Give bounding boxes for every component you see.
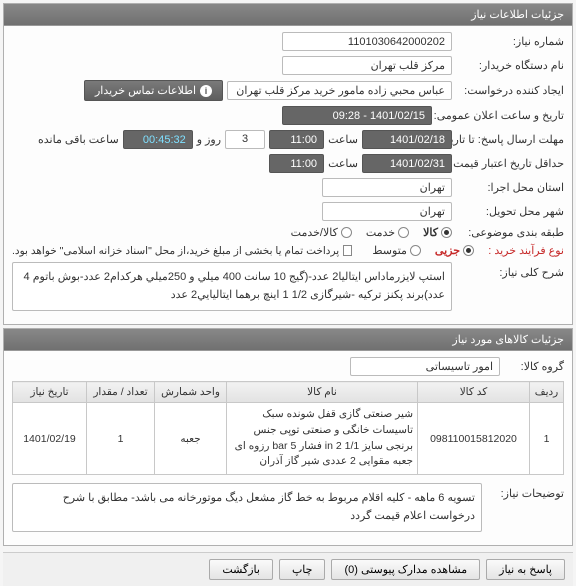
payment-checkbox[interactable] [343, 245, 352, 256]
radio-dot-icon [463, 245, 474, 256]
cell-qty: 1 [87, 403, 155, 475]
table-header-row: ردیف کد کالا نام کالا واحد شمارش تعداد /… [13, 382, 564, 403]
label-exec-province: استان محل اجرا: [456, 181, 564, 194]
need-info-header: جزئیات اطلاعات نیاز [4, 4, 572, 26]
value-deadline-time: 11:00 [269, 130, 324, 149]
value-overall-desc: استپ لايزرماداس ايتاليا2 عدد-(گيج 10 سان… [12, 262, 452, 311]
cell-code: 098110015812020 [418, 403, 530, 475]
value-credit-time: 11:00 [269, 154, 324, 173]
respond-button[interactable]: پاسخ به نیاز [486, 559, 565, 580]
label-rooz: روز و [197, 133, 221, 146]
label-need-no: شماره نیاز: [456, 35, 564, 48]
category-radio-group: کالا خدمت کالا/خدمت [291, 226, 452, 239]
radio-dot-icon [398, 227, 409, 238]
value-group: امور تاسیساتی [350, 357, 500, 376]
label-saat-1: ساعت [328, 133, 358, 146]
label-buy-type: نوع فرآیند خرید : [478, 244, 564, 257]
value-need-no: 1101030642000202 [282, 32, 452, 51]
radio-goods[interactable]: کالا [423, 226, 452, 239]
print-button[interactable]: چاپ [279, 559, 326, 580]
footer-bar: پاسخ به نیاز مشاهده مدارک پیوستی (0) چاپ… [3, 552, 573, 586]
label-delivery-city: شهر محل تحویل: [456, 205, 564, 218]
radio-mid[interactable]: متوسط [372, 244, 421, 257]
label-group: گروه کالا: [504, 360, 564, 373]
radio-dot-icon [341, 227, 352, 238]
col-need-date: تاریخ نیاز [13, 382, 87, 403]
col-row: ردیف [530, 382, 564, 403]
label-remain: ساعت باقی مانده [38, 133, 119, 146]
radio-low-label: جزیی [435, 244, 460, 257]
col-qty: تعداد / مقدار [87, 382, 155, 403]
table-row[interactable]: 1 098110015812020 شیر صنعتی گازی قفل شون… [13, 403, 564, 475]
cell-need-date: 1401/02/19 [13, 403, 87, 475]
radio-low[interactable]: جزیی [435, 244, 474, 257]
value-deadline-days: 3 [225, 130, 265, 149]
value-requester: عباس محبي زاده مامور خريد مركز قلب تهران [227, 81, 452, 100]
value-exec-province: تهران [322, 178, 452, 197]
cell-unit: جعبه [155, 403, 227, 475]
radio-goods-service[interactable]: کالا/خدمت [291, 226, 352, 239]
label-overall-desc: شرح کلی نیاز: [456, 262, 564, 279]
label-credit-end: حداقل تاریخ اعتبار قیمت تا تاریخ: [456, 157, 564, 170]
buy-type-radio-group: جزیی متوسط [372, 244, 474, 257]
col-name: نام کالا [227, 382, 418, 403]
items-table: ردیف کد کالا نام کالا واحد شمارش تعداد /… [12, 381, 564, 475]
label-buyer-org: نام دستگاه خریدار: [456, 59, 564, 72]
radio-service[interactable]: خدمت [366, 226, 409, 239]
radio-service-label: خدمت [366, 226, 395, 239]
label-requester: ایجاد کننده درخواست: [456, 84, 564, 97]
radio-dot-icon [441, 227, 452, 238]
value-deadline-timer: 00:45:32 [123, 130, 193, 149]
needed-items-panel: جزئیات کالاهای مورد نیاز گروه کالا: امور… [3, 328, 573, 546]
col-unit: واحد شمارش [155, 382, 227, 403]
value-buyer-org: مرکز قلب تهران [282, 56, 452, 75]
radio-mid-label: متوسط [372, 244, 407, 257]
contact-buyer-button[interactable]: i اطلاعات تماس خریدار [84, 80, 223, 101]
payment-note: پرداخت تمام یا بخشی از مبلغ خرید،از محل … [12, 245, 339, 257]
label-category: طبقه بندی موضوعی: [456, 226, 564, 239]
value-delivery-city: تهران [322, 202, 452, 221]
radio-dot-icon [410, 245, 421, 256]
radio-goods-service-label: کالا/خدمت [291, 226, 338, 239]
attachments-button[interactable]: مشاهده مدارک پیوستی (0) [331, 559, 480, 580]
label-deadline: مهلت ارسال پاسخ: تا تاریخ: [456, 133, 564, 146]
value-announce-date: 1401/02/15 - 09:28 [282, 106, 432, 125]
contact-buyer-label: اطلاعات تماس خریدار [95, 84, 196, 97]
label-announce-date: تاریخ و ساعت اعلان عمومی: [436, 109, 564, 122]
col-code: کد کالا [418, 382, 530, 403]
cell-idx: 1 [530, 403, 564, 475]
back-button[interactable]: بازگشت [209, 559, 273, 580]
value-extra: تسویه 6 ماهه - کلیه اقلام مربوط به خط گا… [12, 483, 482, 532]
label-extra: توضیحات نیاز: [486, 483, 564, 500]
value-deadline-date: 1401/02/18 [362, 130, 452, 149]
needed-items-header: جزئیات کالاهای مورد نیاز [4, 329, 572, 351]
need-info-panel: جزئیات اطلاعات نیاز شماره نیاز: 11010306… [3, 3, 573, 325]
radio-goods-label: کالا [423, 226, 438, 239]
label-saat-2: ساعت [328, 157, 358, 170]
info-icon: i [200, 85, 212, 97]
value-credit-date: 1401/02/31 [362, 154, 452, 173]
cell-name: شیر صنعتی گازی قفل شونده سبک تاسیسات خان… [227, 403, 418, 475]
